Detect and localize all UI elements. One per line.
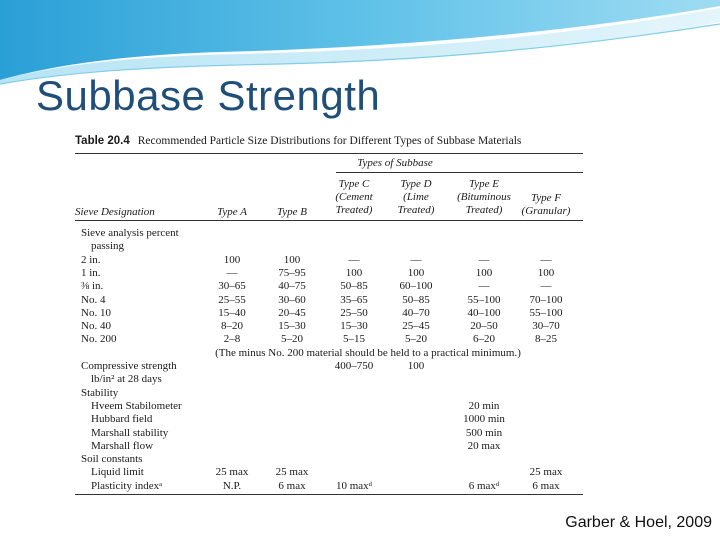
table-note: (The minus No. 200 material should be he… (215, 346, 521, 359)
column-header: Type C (Cement Treated) (335, 178, 373, 216)
slide-title: Subbase Strength (36, 72, 381, 119)
row-label: Sieve analysis percent (81, 227, 179, 239)
row-label: ⅜ in. (81, 280, 104, 293)
table-cell: 50–85 (402, 293, 430, 306)
table-cell: 500 min (465, 426, 503, 439)
table-cell: 2–8 (223, 333, 241, 346)
table-cell: — (478, 253, 490, 266)
table-cell: 100 (475, 266, 493, 279)
row-label: Plasticity indexᵃ (91, 479, 163, 492)
table-cell: 6 maxᵈ (468, 479, 500, 492)
table-caption: Table 20.4 Recommended Particle Size Dist… (75, 135, 521, 147)
table-cell: 20 min (468, 399, 500, 412)
table-cell: 100 (283, 253, 301, 266)
table-cell: 100 (407, 360, 425, 372)
table-cell: 1000 min (463, 413, 505, 426)
table-cell: 8–25 (535, 333, 557, 346)
table-cell: — (226, 266, 238, 279)
row-label: Marshall stability (91, 426, 169, 439)
row-label: lb/in² at 28 days (91, 373, 162, 386)
table-cell: 70–100 (529, 293, 563, 306)
table-cell: 20 max (467, 439, 501, 452)
header-wave-decoration (0, 0, 720, 85)
table-cell: 55–100 (467, 293, 501, 306)
table-cell: 400–750 (334, 360, 374, 372)
group-header: Types of Subbase (357, 157, 433, 169)
top-rule (75, 153, 583, 154)
table-cell: 10 maxᵈ (335, 479, 373, 492)
column-header: Sieve Designation (75, 206, 155, 218)
table-cell: 15–40 (218, 306, 246, 319)
table-cell: N.P. (222, 479, 242, 492)
table-cell: 60–100 (399, 280, 433, 293)
table-number: Table 20.4 (75, 135, 130, 147)
table-cell: — (410, 253, 422, 266)
row-label: No. 40 (81, 320, 111, 333)
citation-footer: Garber & Hoel, 2009 (565, 514, 712, 531)
row-label: 1 in. (81, 266, 101, 279)
header-rule (75, 220, 583, 221)
row-label: 2 in. (81, 253, 101, 266)
column-header: Type F (Granular) (521, 192, 571, 217)
table-cell: 40–70 (402, 306, 430, 319)
row-label: Liquid limit (91, 466, 144, 479)
row-label: Hveem Stabilometer (91, 399, 182, 412)
table-cell: 30–60 (278, 293, 306, 306)
row-label: Marshall flow (91, 439, 154, 452)
table-cell: 25 max (275, 466, 309, 479)
table-cell: 35–65 (340, 293, 368, 306)
row-label: Hubbard field (91, 413, 153, 426)
table-cell: — (540, 253, 552, 266)
table-cell: — (478, 280, 490, 293)
table-cell: — (540, 280, 552, 293)
table-cell: 25–45 (402, 320, 430, 333)
table-cell: 100 (407, 266, 425, 279)
column-header: Type B (276, 206, 308, 218)
table-cell: 25 max (529, 466, 563, 479)
table-cell: 100 (537, 266, 555, 279)
table-cell: 50–85 (340, 280, 368, 293)
table-cell: 15–30 (278, 320, 306, 333)
table-cell: 40–100 (467, 306, 501, 319)
column-header: Type A (217, 206, 247, 218)
row-label: No. 10 (81, 306, 111, 319)
table-cell: 5–20 (405, 333, 427, 346)
table-cell: 55–100 (529, 306, 563, 319)
column-header: Type E (Bituminous Treated) (457, 178, 511, 216)
table-cell: 25 max (215, 466, 249, 479)
table-caption-text: Recommended Particle Size Distributions … (137, 135, 522, 147)
table-cell: 6–20 (473, 333, 495, 346)
table-cell: 5–20 (281, 333, 303, 346)
table-cell: 15–30 (340, 320, 368, 333)
table-cell: 30–65 (218, 280, 246, 293)
table-cell: 6 max (278, 479, 306, 492)
bottom-rule (75, 494, 583, 495)
row-label: Soil constants (81, 453, 143, 466)
table-cell: 6 max (532, 479, 560, 492)
row-label: No. 4 (81, 293, 106, 306)
row-label: passing (91, 240, 124, 253)
table-cell: 30–70 (532, 320, 560, 333)
table-cell: 40–75 (278, 280, 306, 293)
table-cell: 5–15 (343, 333, 365, 346)
table-cell: 8–20 (221, 320, 243, 333)
table-cell: 25–55 (218, 293, 246, 306)
group-rule (336, 172, 583, 173)
table-cell: 20–50 (470, 320, 498, 333)
table-cell: 100 (345, 266, 363, 279)
table-cell: 100 (223, 253, 241, 266)
table-figure: Table 20.4 Recommended Particle Size Dist… (68, 126, 590, 498)
row-label: Compressive strength (81, 360, 177, 372)
table-cell: 75–95 (278, 266, 306, 279)
table-cell: — (348, 253, 360, 266)
table-cell: 20–45 (278, 306, 306, 319)
row-label: No. 200 (81, 333, 117, 346)
row-label: Stability (81, 386, 119, 399)
table-cell: 25–50 (340, 306, 368, 319)
column-header: Type D (Lime Treated) (397, 178, 435, 216)
